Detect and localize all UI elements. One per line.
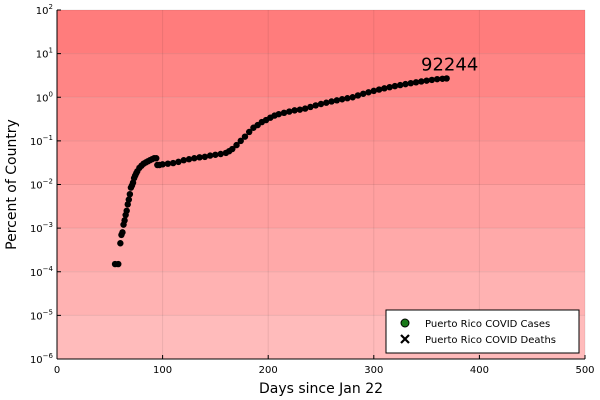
data-point-cases [241,133,249,140]
y-tick-label: 10−5 [30,308,53,322]
data-point-cases [360,90,367,97]
legend-box [385,309,580,354]
y-tick-label: 10−6 [30,352,54,366]
x-tick-label: 300 [364,365,383,376]
data-point-cases [349,94,356,101]
data-point-cases [386,83,393,91]
data-point-cases [115,260,122,268]
data-point-cases [428,76,436,84]
data-point-cases [365,89,372,96]
data-point-cases [443,75,450,82]
data-point-cases [312,102,319,109]
x-tick-label: 500 [575,365,594,376]
data-point-cases [338,96,346,103]
data-point-cases [191,155,198,162]
data-point-cases [381,85,388,92]
data-point-cases [291,107,298,114]
background-band [57,271,585,316]
data-point-cases [433,75,441,83]
data-point-cases [245,128,253,136]
x-tick-label: 100 [153,365,172,376]
data-point-cases [212,151,219,158]
data-point-cases [201,153,209,161]
data-point-cases [121,217,128,224]
data-point-cases [169,159,177,167]
data-point-cases [280,109,288,117]
data-point-cases [354,92,362,99]
legend-entry-cases: Puerto Rico COVID Cases [425,319,550,330]
data-point-cases [180,157,187,164]
data-point-cases [196,154,203,161]
x-axis-label: Days since Jan 22 [259,381,383,397]
data-point-cases [119,229,126,236]
data-point-cases [307,103,314,111]
y-tick-label: 10−2 [30,178,53,192]
data-point-cases [185,156,193,163]
data-point-cases [370,87,377,95]
x-marker-icon [400,334,410,344]
data-point-cases [317,100,325,108]
annotation-label: 92244 [421,54,478,75]
data-point-cases [153,155,160,162]
data-point-cases [275,110,282,118]
data-point-cases [233,141,240,149]
background-band [57,228,585,272]
data-point-cases [328,98,335,105]
data-point-cases [164,160,172,167]
legend-marker-cases [400,318,410,328]
x-tick-label: 200 [259,365,278,376]
y-tick-label: 10−3 [30,221,53,235]
data-point-cases [407,79,414,87]
y-tick-label: 100 [36,90,53,104]
data-point-cases [333,97,341,104]
data-point-cases [423,77,430,84]
y-axis-ticks: 10−6 10−5 10−4 10−3 10−2 10−1 100 101 102 [30,3,61,366]
data-point-cases [301,105,309,112]
data-point-cases [229,145,236,153]
y-tick-label: 10−1 [30,134,53,148]
legend: Puerto Rico COVID Cases Puerto Rico COVI… [385,309,580,354]
data-points [111,75,450,268]
background-band [57,10,585,54]
x-tick-label: 0 [54,365,60,376]
data-point-cases [175,158,182,166]
data-point-cases [123,207,130,214]
data-point-cases [159,161,166,168]
x-axis-ticks: 0 100 200 300 400 500 [54,355,595,376]
data-point-cases [344,95,351,102]
data-point-cases [402,80,409,88]
data-point-cases [117,240,124,247]
legend-entry-deaths: Puerto Rico COVID Deaths [425,335,556,346]
data-point-cases [126,190,134,198]
data-point-cases [124,201,131,208]
y-tick-label: 10−4 [30,265,54,279]
data-point-cases [296,106,304,113]
background-band [57,184,585,229]
y-tick-label: 102 [36,3,53,17]
data-point-cases [206,152,214,159]
background-band [57,53,585,98]
data-point-cases [375,86,383,93]
data-point-cases [391,82,399,90]
data-point-cases [217,150,224,158]
data-point-cases [237,137,244,145]
y-tick-label: 101 [36,47,53,61]
data-point-cases [412,79,420,86]
data-point-cases [286,108,293,115]
data-point-cases [397,81,404,89]
x-tick-label: 400 [470,365,489,376]
legend-marker-deaths [400,334,410,344]
y-axis-label: Percent of Country [4,119,20,250]
data-point-cases [125,196,133,203]
data-point-cases [323,99,330,106]
data-point-cases [418,78,425,85]
